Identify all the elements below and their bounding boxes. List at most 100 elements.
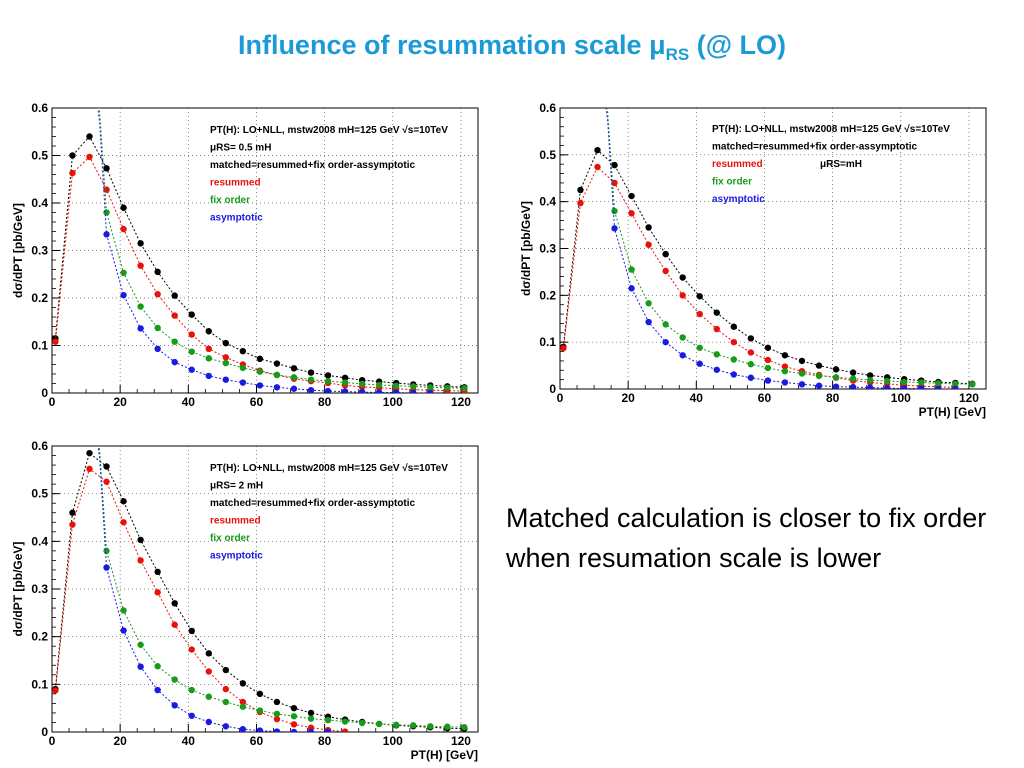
- data-point-asymptotic: [393, 389, 400, 393]
- x-axis-label: PT(H) [GeV]: [411, 748, 478, 762]
- data-point-asymptotic: [427, 389, 434, 393]
- y-axis-label: dσ/dPT [pb/GeV]: [11, 542, 25, 637]
- data-point-fix-order: [461, 724, 468, 731]
- data-point-resummed: [69, 521, 76, 528]
- data-point-matched: [324, 372, 332, 379]
- data-point-matched: [171, 600, 178, 607]
- data-point-resummed: [188, 646, 195, 653]
- data-point-fix-order: [205, 693, 212, 700]
- title-main: Influence of resummation scale: [237, 30, 650, 60]
- x-tick-label: 40: [690, 391, 704, 405]
- y-tick-label: 0.4: [31, 196, 48, 210]
- data-point-asymptotic: [324, 728, 332, 732]
- x-tick-label: 0: [49, 395, 56, 408]
- data-point-resummed: [341, 728, 349, 732]
- data-point-resummed: [86, 153, 93, 161]
- data-point-matched: [781, 352, 789, 359]
- data-point-fix-order: [679, 334, 686, 341]
- data-point-asymptotic: [307, 386, 315, 393]
- data-point-fix-order: [188, 686, 195, 694]
- data-point-fix-order: [918, 379, 925, 386]
- data-point-matched: [120, 204, 127, 211]
- data-point-asymptotic: [375, 389, 383, 393]
- curves-group: [52, 446, 468, 732]
- legend-entry: fix order: [712, 177, 752, 188]
- data-point-matched: [679, 274, 686, 281]
- data-point-matched: [730, 323, 738, 330]
- data-point-resummed: [188, 331, 195, 338]
- data-point-matched: [86, 449, 93, 457]
- data-point-matched: [273, 698, 281, 706]
- y-tick-label: 0.4: [31, 534, 48, 548]
- data-point-asymptotic: [815, 382, 823, 389]
- legend-title: PT(H): LO+NLL, mstw2008 mH=125 GeV √s=10…: [210, 463, 448, 474]
- series-line-asymptotic: [605, 108, 956, 389]
- data-point-matched: [866, 372, 874, 379]
- data-point-fix-order: [324, 377, 332, 385]
- data-point-asymptotic: [120, 291, 127, 299]
- x-tick-label: 80: [318, 395, 332, 408]
- data-point-matched: [205, 650, 212, 657]
- data-point-fix-order: [444, 723, 451, 730]
- series-line-fix-order: [606, 108, 973, 385]
- data-point-fix-order: [866, 376, 874, 384]
- data-point-fix-order: [952, 380, 959, 388]
- data-point-resummed: [205, 345, 212, 353]
- legend-entry: fix order: [210, 533, 250, 544]
- data-point-asymptotic: [747, 374, 755, 381]
- data-point-resummed: [52, 338, 59, 345]
- data-point-fix-order: [781, 368, 789, 375]
- data-point-fix-order: [747, 360, 755, 368]
- data-point-matched: [273, 360, 281, 367]
- series-line-matched: [54, 135, 465, 388]
- data-point-fix-order: [444, 384, 451, 391]
- x-tick-label: 60: [250, 734, 264, 748]
- y-tick-label: 0.5: [31, 487, 48, 501]
- data-point-resummed: [290, 721, 298, 728]
- data-point-fix-order: [393, 721, 400, 729]
- chart-svg: 0 20 40 60 80 100 120 0 0.1 0.2 0.3 0.4 0.5 0.6 dσ/dPT…: [519, 101, 987, 419]
- data-point-asymptotic: [273, 384, 281, 391]
- data-point-matched: [798, 357, 806, 365]
- data-point-matched: [239, 680, 247, 687]
- series-line-fix-order: [98, 446, 465, 728]
- data-point-fix-order: [901, 378, 908, 386]
- data-point-fix-order: [730, 356, 738, 363]
- data-point-fix-order: [358, 380, 366, 388]
- data-point-matched: [103, 165, 110, 172]
- x-tick-label: 20: [113, 734, 127, 748]
- data-point-resummed: [781, 363, 789, 370]
- data-point-resummed: [154, 291, 161, 298]
- data-point-asymptotic: [137, 325, 144, 332]
- data-point-matched: [290, 704, 298, 712]
- data-point-matched: [256, 355, 264, 362]
- data-point-matched: [171, 292, 178, 299]
- data-point-resummed: [239, 698, 247, 706]
- data-point-matched: [137, 240, 144, 247]
- data-point-matched: [120, 498, 127, 505]
- data-point-matched: [577, 186, 584, 194]
- data-point-asymptotic: [410, 389, 417, 393]
- data-point-matched: [307, 369, 315, 376]
- data-point-fix-order: [324, 716, 332, 724]
- data-point-asymptotic: [832, 383, 840, 389]
- data-point-fix-order: [341, 379, 349, 386]
- data-point-resummed: [730, 338, 738, 346]
- data-point-resummed: [86, 465, 93, 473]
- data-point-fix-order: [410, 383, 417, 390]
- data-point-resummed: [137, 262, 144, 269]
- y-axis-label: dσ/dPT [pb/GeV]: [11, 203, 25, 298]
- legend-entry: resummed: [712, 159, 763, 170]
- data-point-resummed: [577, 199, 584, 207]
- y-tick-label: 0: [549, 382, 556, 396]
- data-point-resummed: [696, 310, 703, 318]
- data-point-fix-order: [171, 676, 178, 683]
- data-point-fix-order: [696, 344, 703, 351]
- data-point-resummed: [120, 519, 127, 526]
- data-point-matched: [662, 250, 669, 258]
- legend-entry: matched=resummed+fix order-assymptotic: [712, 142, 918, 153]
- data-point-fix-order: [256, 707, 264, 714]
- data-point-matched: [239, 348, 247, 355]
- data-point-matched: [611, 161, 618, 169]
- series-line-matched: [54, 452, 465, 730]
